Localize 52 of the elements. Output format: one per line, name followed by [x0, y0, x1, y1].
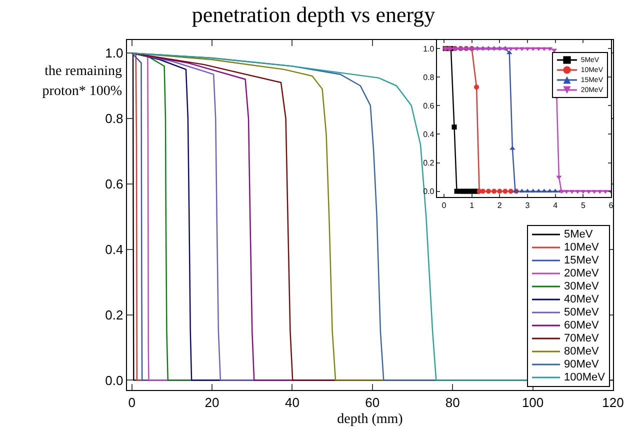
- x-tick-label: 40: [284, 394, 300, 410]
- x-tick-label: 0: [128, 394, 136, 410]
- legend-label: 15MeV: [564, 254, 599, 266]
- point: [508, 188, 514, 194]
- point: [519, 188, 525, 193]
- point: [474, 84, 480, 90]
- x-tick-label: 80: [445, 394, 460, 410]
- x-tick-label: 3: [525, 200, 530, 210]
- y-tick-label: 1.0: [105, 46, 124, 61]
- y-tick-label: 0.8: [423, 72, 435, 82]
- x-tick-label: 120: [602, 394, 624, 410]
- legend-label: 100MeV: [564, 371, 605, 384]
- x-tick-label: 6: [608, 200, 614, 210]
- x-tick-label: 5: [580, 200, 586, 210]
- point: [497, 188, 502, 194]
- y-tick-label: 0.8: [105, 111, 124, 126]
- x-tick-label: 1: [470, 200, 475, 210]
- y-tick-label: 0.2: [423, 158, 435, 168]
- y-axis-title: the remaining proton* 100%: [41, 63, 122, 101]
- legend-label: 30MeV: [564, 280, 599, 292]
- x-tick-label: 20: [204, 394, 220, 410]
- legend-label: 80MeV: [564, 345, 599, 358]
- point: [519, 47, 525, 52]
- y-tick-label: 0.0: [105, 372, 124, 388]
- point: [486, 188, 491, 194]
- y-tick-label: 0.6: [423, 101, 435, 110]
- legend-label: 70MeV: [564, 332, 599, 344]
- legend-label: 40MeV: [564, 293, 599, 306]
- y-tick-label: 1.0: [423, 44, 435, 54]
- x-tick-label: 100: [522, 394, 544, 410]
- point: [524, 188, 530, 193]
- legend-label: 50MeV: [564, 306, 599, 318]
- point: [452, 124, 457, 130]
- x-tick-label: 60: [365, 394, 380, 410]
- legend-label: 90MeV: [564, 358, 599, 370]
- x-axis-title: depth (mm): [337, 412, 404, 427]
- legend-label: 10MeV: [564, 241, 599, 254]
- point: [492, 188, 497, 194]
- y-tick-label: 0.4: [423, 130, 435, 139]
- point: [530, 188, 536, 193]
- y-tick-label: 0.4: [105, 242, 124, 257]
- legend-label: 60MeV: [564, 319, 599, 332]
- x-tick-label: 4: [553, 200, 558, 210]
- x-tick-label: 2: [497, 200, 502, 210]
- y-tick-label: 0.2: [105, 307, 124, 322]
- point: [502, 188, 508, 194]
- legend-label: 5MeV: [564, 228, 593, 240]
- chart-title: penetration depth vs energy: [192, 2, 436, 28]
- y-tick-label: 0.6: [105, 176, 124, 192]
- point: [524, 47, 530, 52]
- legend-label: 20MeV: [564, 267, 599, 280]
- x-tick-label: 0: [442, 200, 447, 210]
